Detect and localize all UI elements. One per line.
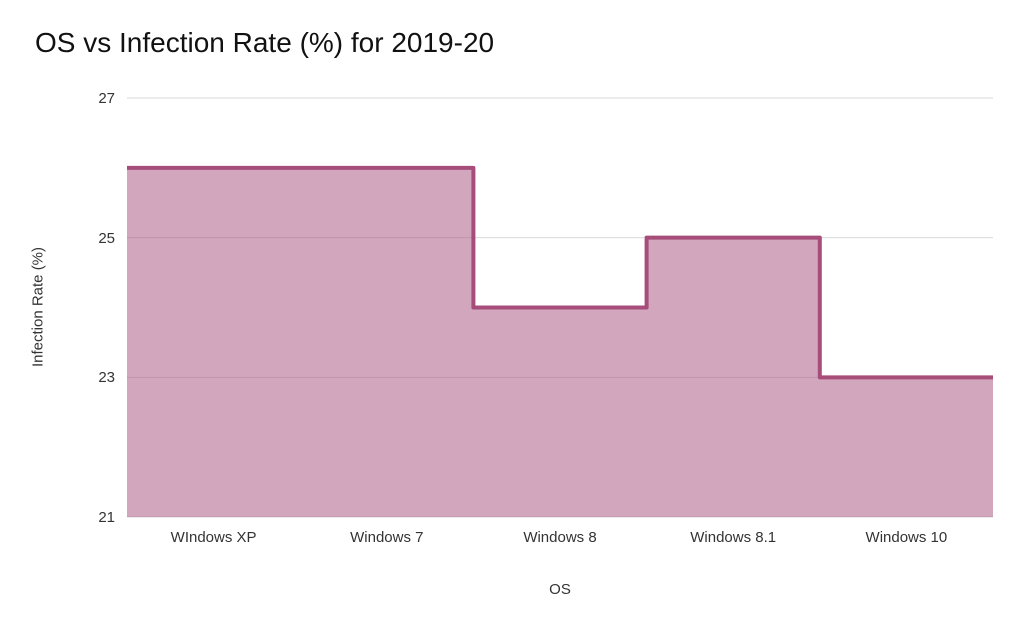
x-tick-label: WIndows XP [170,529,257,546]
y-tick-label: 21 [98,509,115,526]
chart-title: OS vs Infection Rate (%) for 2019-20 [35,27,495,58]
y-tick-label: 25 [98,229,115,247]
x-tick-label: Windows 10 [865,529,948,546]
y-axis-title: Infection Rate (%) [29,246,47,368]
x-tick-label: Windows 8.1 [690,529,777,546]
step-line [127,165,993,380]
area-fill [127,167,993,518]
y-tick-label: 23 [98,369,115,387]
x-axis-title: OS [549,581,571,598]
y-tick-label: 27 [98,90,115,107]
x-tick-label: Windows 7 [350,529,424,546]
x-tick-label: Windows 8 [523,529,597,546]
